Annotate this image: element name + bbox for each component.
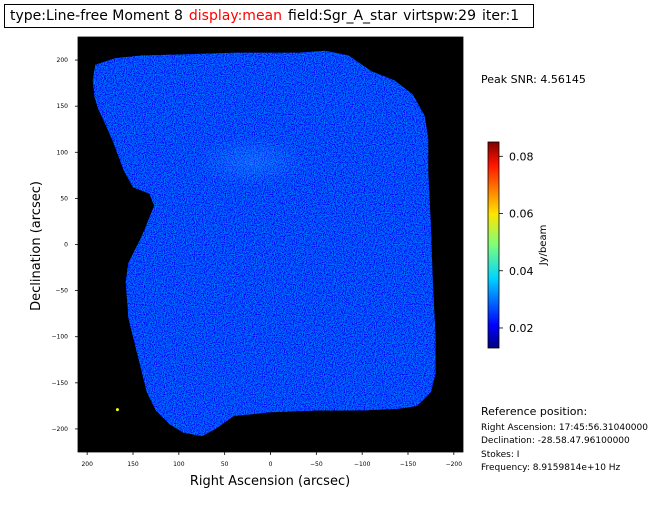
header-virtspw: virtspw:29 [403,8,476,24]
y-tick-label: 0 [64,242,68,249]
y-tick-label: 200 [57,57,69,64]
header-type: type:Line-free Moment 8 [10,8,183,24]
colorbar-ticks: 0.02 0.04 0.06 0.08 [499,150,534,335]
x-tick-label: −200 [446,461,463,468]
reference-stokes: Stokes: I [481,450,520,460]
x-tick-label: 100 [173,461,185,468]
x-tick-label: 0 [269,461,273,468]
display-header: type:Line-free Moment 8 display:mean fie… [4,4,534,28]
y-tick-label: −150 [52,380,69,387]
y-tick-label: −50 [55,288,68,295]
x-axis-label: Right Ascension (arcsec) [190,474,350,489]
reference-ra: Right Ascension: 17:45:56.31040000 [481,423,648,433]
reference-frequency: Frequency: 8.9159814e+10 Hz [481,463,621,473]
colorbar-tick-label: 0.08 [509,150,534,163]
x-tick-label: 200 [81,461,93,468]
point-marker [115,408,119,412]
x-tick-label: −150 [400,461,417,468]
colorbar [487,141,500,349]
x-tick-label: 50 [221,461,229,468]
y-axis-ticks: 200 150 100 50 0 −50 −100 −150 −200 [52,57,78,433]
noise-texture [92,50,436,437]
x-tick-label: −50 [310,461,323,468]
colorbar-tick-label: 0.04 [509,265,534,278]
colorbar-tick-label: 0.02 [509,322,534,335]
emission-region [197,136,308,187]
header-display: display:mean [188,8,283,24]
x-tick-label: −100 [354,461,371,468]
y-tick-label: 100 [57,149,69,156]
peak-snr: Peak SNR: 4.56145 [481,73,586,86]
y-tick-label: −200 [52,426,69,433]
reference-dec: Declination: -28.58.47.96100000 [481,436,630,446]
x-axis-ticks: 200 150 100 50 0 −50 −100 −150 −200 [81,452,462,468]
y-tick-label: −100 [52,334,69,341]
y-tick-label: 50 [60,195,68,202]
colorbar-label: Jy/beam [538,225,549,267]
reference-title: Reference position: [481,405,588,418]
x-tick-label: 150 [127,461,139,468]
y-tick-label: 150 [57,103,69,110]
header-field: field:Sgr_A_star [288,8,398,24]
y-axis-label: Declination (arcsec) [29,181,44,311]
colorbar-tick-label: 0.06 [509,208,534,221]
header-iter: iter:1 [482,8,520,24]
